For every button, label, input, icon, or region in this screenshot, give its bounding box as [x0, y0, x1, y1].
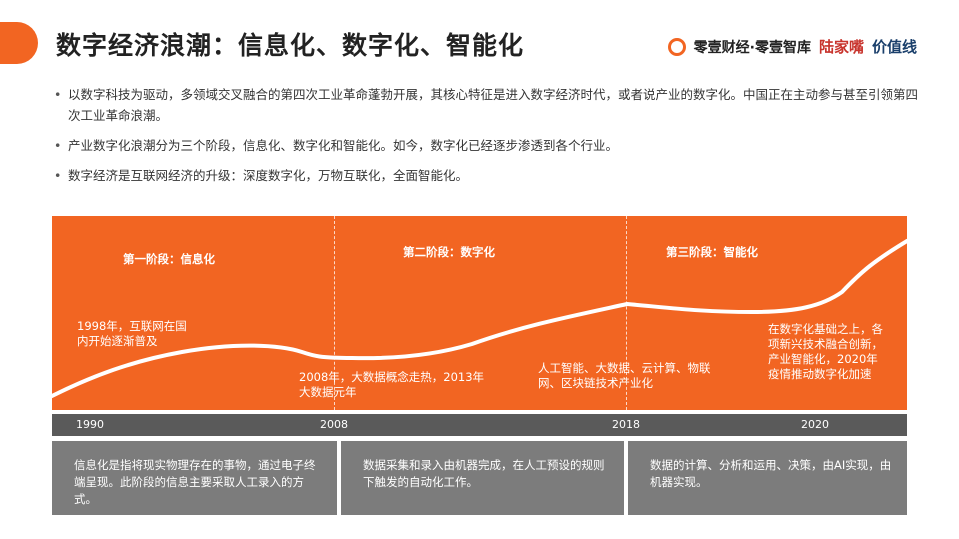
- brand-logo-icon: [667, 37, 686, 56]
- timeline-band: 第一阶段：信息化 第二阶段：数字化 第三阶段：智能化 1998年，互联网在国内开…: [52, 216, 907, 410]
- title-accent-bar: [0, 22, 38, 64]
- bullet-item: 产业数字化浪潮分为三个阶段，信息化、数字化和智能化。如今，数字化已经逐步渗透到各…: [54, 135, 924, 156]
- year-label: 2018: [612, 418, 640, 431]
- growth-curve: [52, 239, 907, 398]
- timeline-note: 1998年，互联网在国内开始逐渐普及: [77, 319, 187, 348]
- stage-label-3: 第三阶段：智能化: [666, 245, 758, 259]
- timeline-note: 在数字化基础之上，各项新兴技术融合创新，产业智能化，2020年疫情推动数字化加速: [768, 322, 883, 381]
- description-box: 数据的计算、分析和运用、决策，由AI实现，由机器实现。: [628, 441, 907, 515]
- timeline-note: 2008年，大数据概念走热，2013年大数据元年: [299, 370, 485, 399]
- stage-divider: [626, 216, 627, 410]
- year-label: 2020: [801, 418, 829, 431]
- stage-divider: [334, 216, 335, 410]
- brand-third: 价值线: [871, 38, 917, 56]
- timeline-note: 人工智能、大数据、云计算、物联网、区块链技术产业化: [538, 361, 711, 390]
- bullet-item: 数字经济是互联网经济的升级：深度数字化，万物互联化，全面智能化。: [54, 165, 924, 186]
- page-title: 数字经济浪潮：信息化、数字化、智能化: [56, 31, 525, 60]
- description-box: 信息化是指将现实物理存在的事物，通过电子终端呈现。此阶段的信息主要采取人工录入的…: [52, 441, 337, 515]
- brand-second: 陆家嘴: [818, 38, 864, 56]
- stage-descriptions: 信息化是指将现实物理存在的事物，通过电子终端呈现。此阶段的信息主要采取人工录入的…: [52, 441, 907, 515]
- description-box: 数据采集和录入由机器完成，在人工预设的规则下触发的自动化工作。: [341, 441, 624, 515]
- stage-label-1: 第一阶段：信息化: [123, 252, 215, 266]
- brand-main: 零壹财经·零壹智库: [693, 39, 811, 56]
- bullet-list: 以数字科技为驱动，多领域交叉融合的第四次工业革命蓬勃开展，其核心特征是进入数字经…: [54, 84, 924, 195]
- year-label: 1990: [76, 418, 104, 431]
- year-label: 2008: [320, 418, 348, 431]
- brand-logos: 零壹财经·零壹智库 陆家嘴 价值线: [667, 36, 917, 57]
- stage-label-2: 第二阶段：数字化: [403, 245, 495, 259]
- year-axis: 1990 2008 2018 2020: [52, 414, 907, 436]
- bullet-item: 以数字科技为驱动，多领域交叉融合的第四次工业革命蓬勃开展，其核心特征是进入数字经…: [54, 84, 924, 126]
